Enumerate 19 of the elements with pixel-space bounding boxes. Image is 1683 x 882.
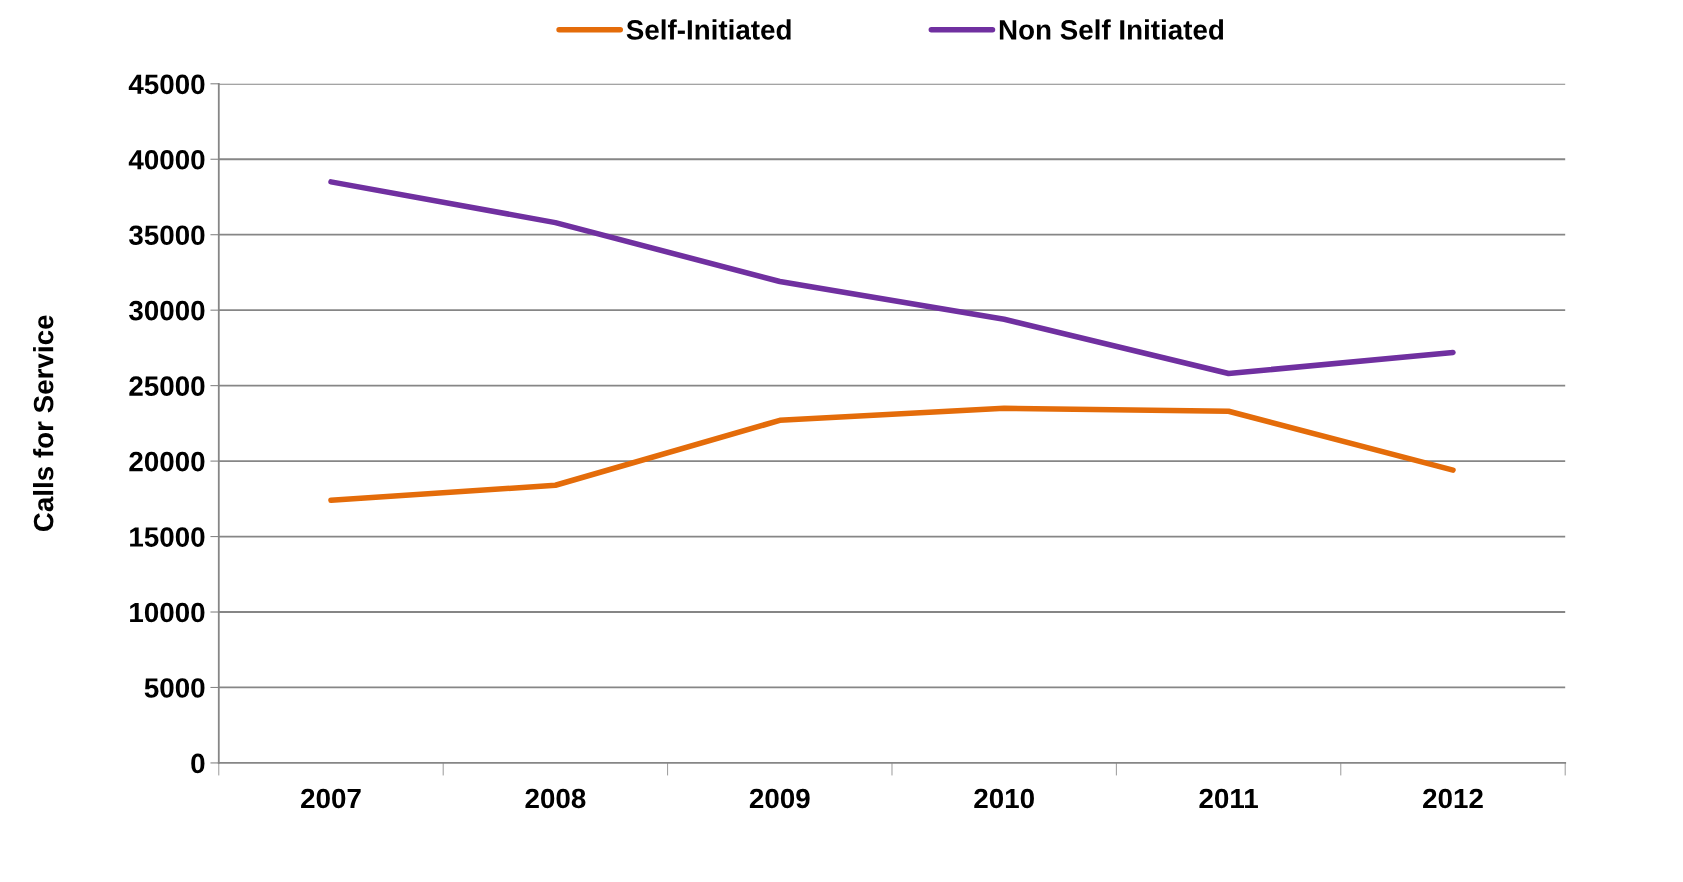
y-tick-label: 40000	[128, 149, 205, 170]
x-tick-label: 2007	[301, 788, 361, 809]
y-axis-title: Calls for Service	[33, 315, 54, 532]
y-tick-label: 35000	[129, 225, 205, 246]
y-tick-label: 5000	[144, 678, 205, 698]
y-tick-label: 30000	[129, 300, 205, 321]
x-tick-label: 2008	[525, 788, 586, 809]
x-tick-label: 2012	[1423, 788, 1483, 809]
legend-label: Self-Initiated	[626, 19, 791, 40]
x-tick-label: 2009	[749, 788, 810, 809]
y-tick-label: 45000	[128, 74, 205, 95]
x-tick-label: 2010	[974, 788, 1034, 809]
x-tick-label: 2011	[1199, 788, 1258, 809]
y-tick-label: 20000	[129, 451, 205, 472]
y-tick-label: 10000	[130, 602, 205, 623]
legend-label: Non Self Initiated	[999, 19, 1224, 40]
y-tick-label: 25000	[129, 376, 205, 396]
y-tick-label: 0	[191, 753, 205, 774]
y-tick-label: 15000	[130, 527, 205, 547]
